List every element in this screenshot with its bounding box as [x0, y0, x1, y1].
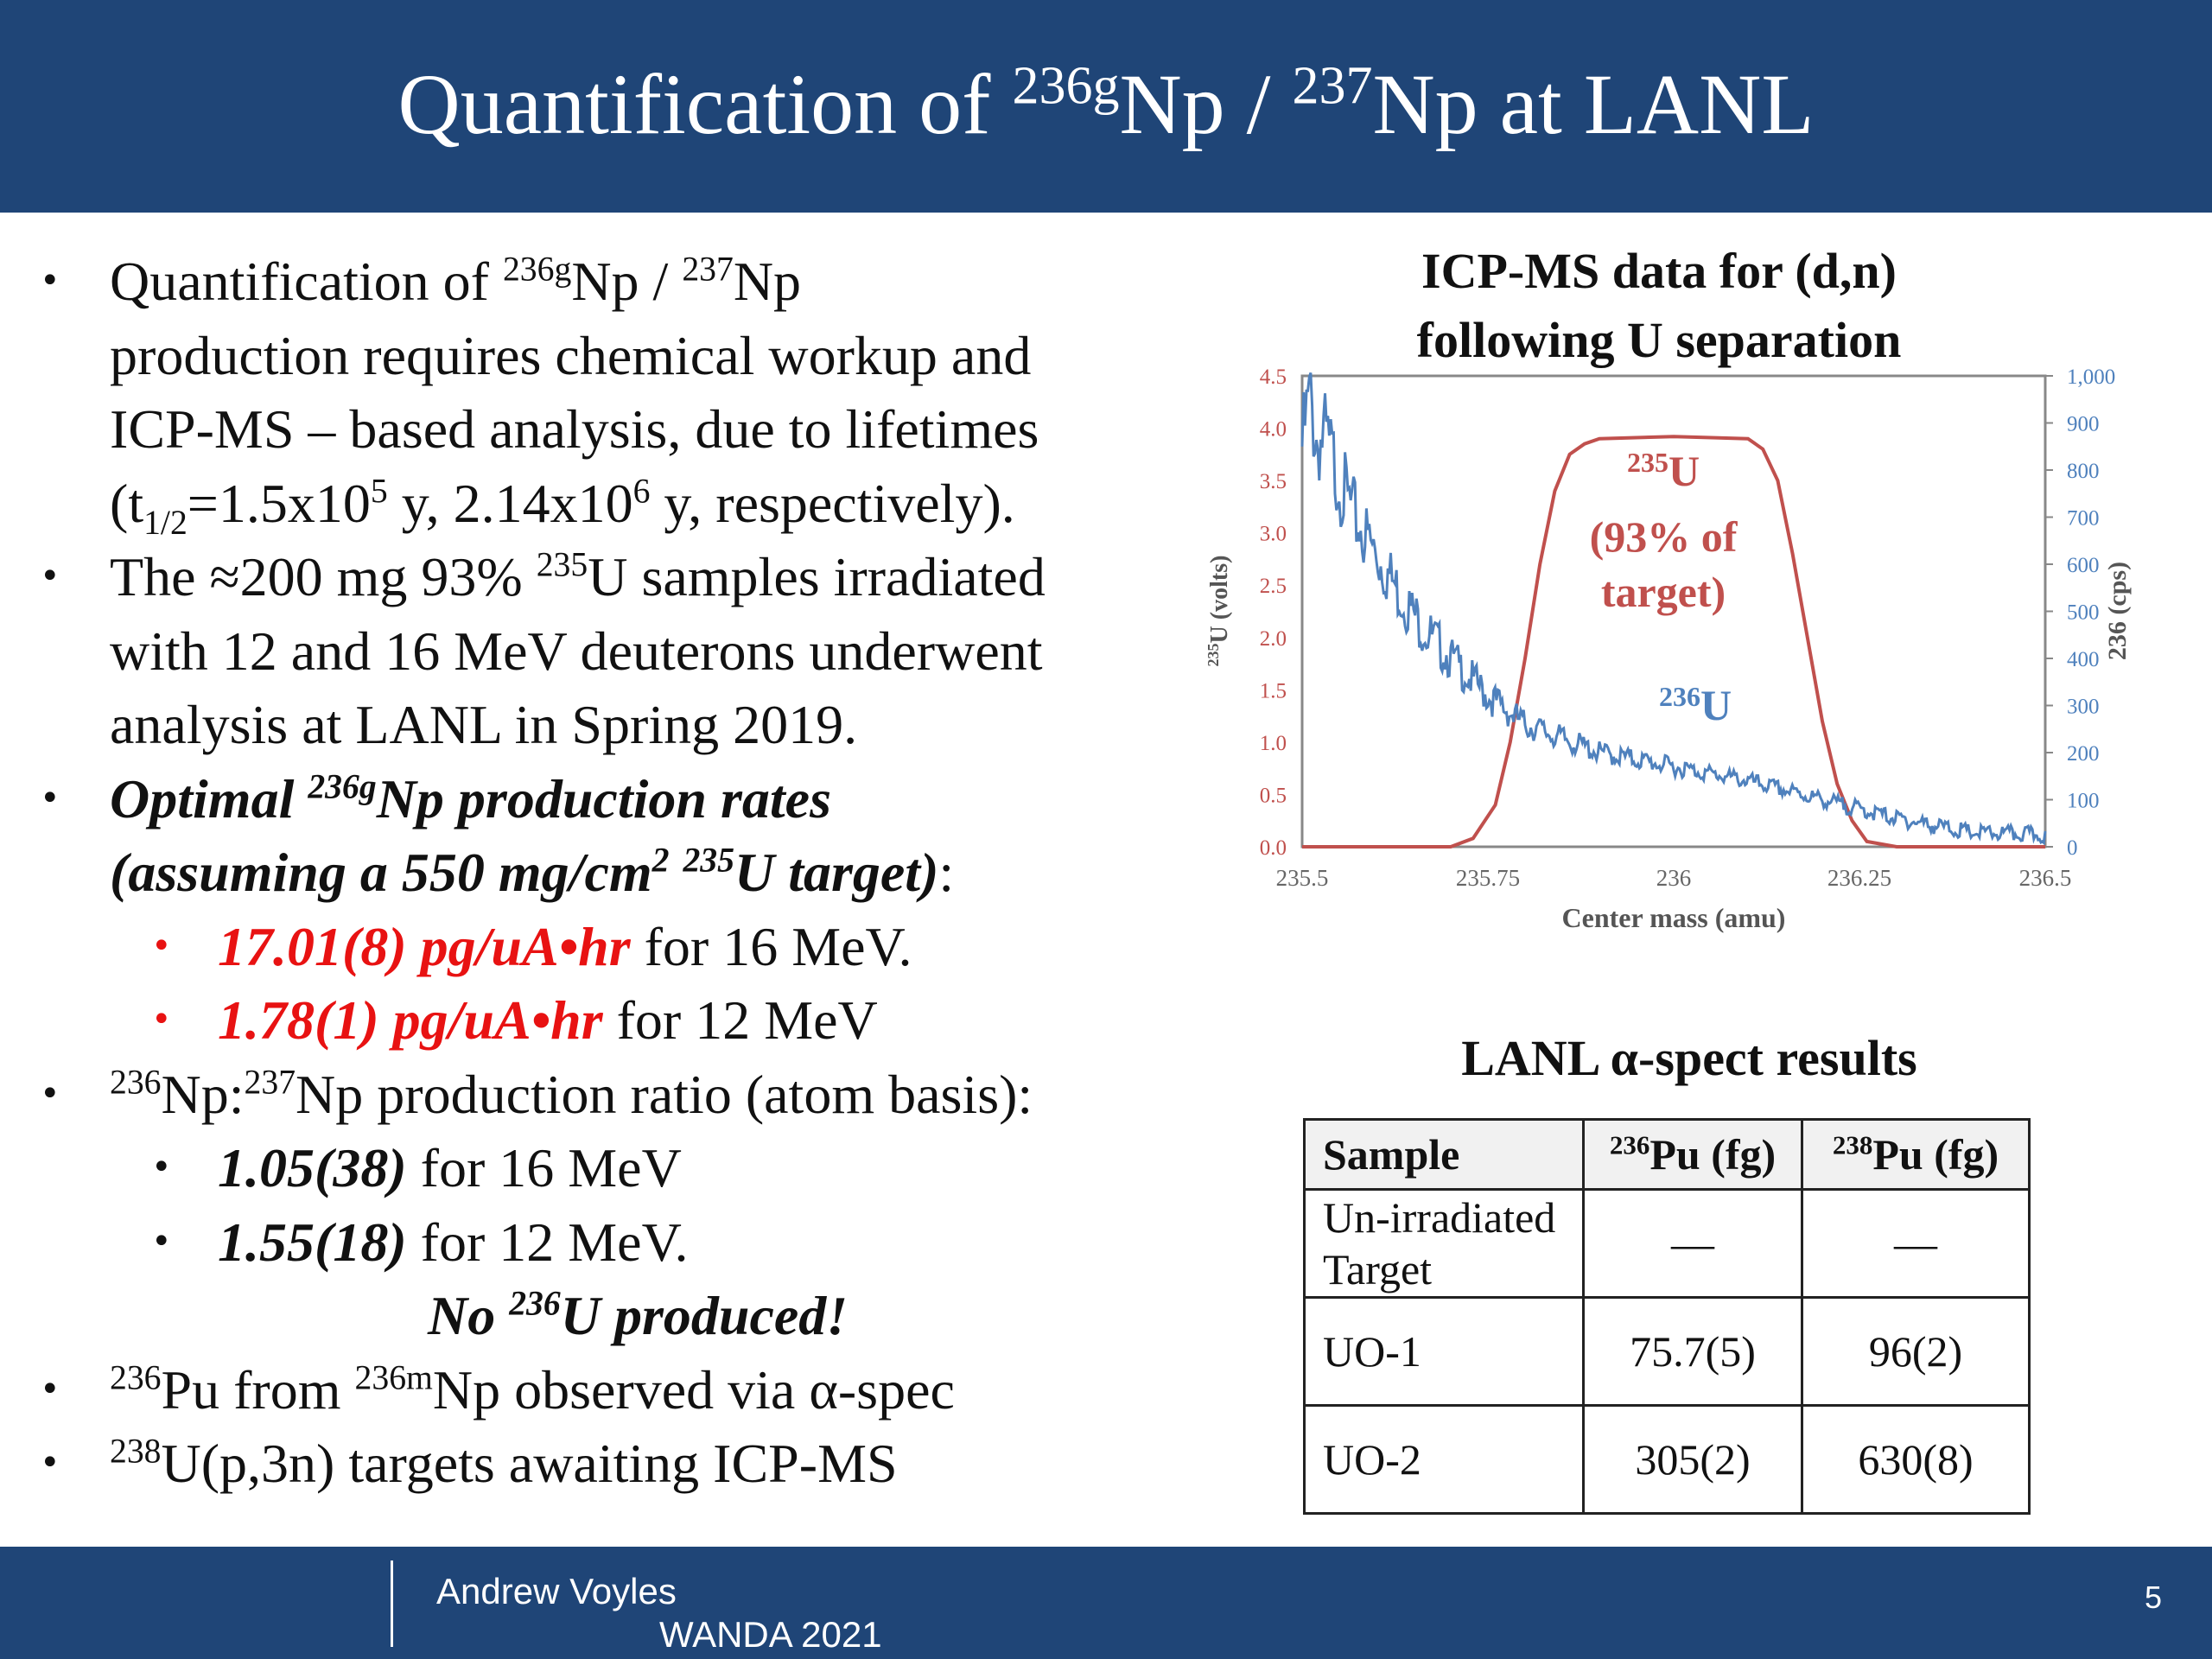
- footer-bar: [0, 1547, 2212, 1659]
- y-left-tick-label: 0.0: [1260, 836, 1287, 860]
- table-row: UO-1 75.7(5) 96(2): [1303, 1296, 2031, 1407]
- bullet-dot-icon: •: [40, 778, 60, 818]
- y-left-tick-label: 3.5: [1260, 470, 1287, 493]
- cell-sample: UO-2: [1303, 1404, 1585, 1515]
- footer-conference: WANDA 2021: [659, 1614, 882, 1655]
- slide-title: Quantification of 236gNp / 237Np at LANL: [397, 56, 1815, 152]
- sub-bullet-item: • 17.01(8) pg/uA•hr for 16 MeV.: [35, 910, 1175, 984]
- y-left-tick-label: 3.0: [1260, 523, 1287, 546]
- bullet-item: • 236Pu from 236mNp observed via α-spec: [35, 1353, 1175, 1427]
- y-right-tick-label: 300: [2067, 696, 2100, 719]
- bullet-text: analysis at LANL in Spring 2019.: [110, 694, 858, 755]
- y-left-tick-label: 1.5: [1260, 679, 1287, 702]
- cell-pu238: —: [1801, 1188, 2031, 1299]
- bullet-dot-icon: •: [151, 1221, 172, 1262]
- header-pu238: 238Pu (fg): [1801, 1118, 2031, 1191]
- cell-pu236: 305(2): [1582, 1404, 1803, 1515]
- y-left-tick-label: 0.5: [1260, 784, 1287, 807]
- y-axis-left-label: 235U (volts): [1205, 556, 1233, 667]
- y-right-tick-label: 200: [2067, 742, 2100, 766]
- y-axis-right-label: 236 (cps): [2103, 562, 2132, 660]
- header-sample: Sample: [1303, 1118, 1585, 1191]
- highlight-note: No 236U produced!: [428, 1284, 849, 1346]
- x-tick-label: 236.5: [2019, 865, 2072, 891]
- bullet-text: production requires chemical workup and: [110, 324, 1032, 386]
- bullet-dot-icon: •: [40, 1443, 60, 1483]
- title-bar: [0, 0, 2212, 213]
- table-title: LANL α-spect results: [1461, 1030, 1917, 1086]
- y-left-tick-label: 2.5: [1260, 575, 1287, 598]
- sub-bullet-item: • 1.05(38) for 16 MeV: [35, 1131, 1175, 1205]
- cell-pu238: 630(8): [1801, 1404, 2031, 1515]
- bullet-dot-icon: •: [151, 925, 172, 966]
- footer-author: Andrew Voyles: [436, 1571, 677, 1611]
- bullet-item: • Optimal 236gNp production rates: [35, 762, 1175, 836]
- bullet-item: • 238U(p,3n) targets awaiting ICP-MS: [35, 1427, 1175, 1501]
- y-right-tick-label: 0: [2067, 836, 2078, 860]
- series-line-236u: [1300, 372, 2047, 846]
- y-right-tick-label: 100: [2067, 790, 2100, 813]
- sub-bullet-item: • 1.55(18) for 12 MeV.: [35, 1205, 1175, 1280]
- y-right-tick-label: 600: [2067, 554, 2100, 577]
- svg-text:target): target): [1601, 568, 1726, 616]
- series-line-235u: [1302, 435, 2045, 849]
- table-header-row: Sample 236Pu (fg) 238Pu (fg): [1303, 1118, 2031, 1191]
- table-row: UO-2 305(2) 630(8): [1303, 1404, 2031, 1515]
- annotation-235u: 235U (93% of target): [1590, 447, 1738, 616]
- y-left-tick-label: 2.0: [1260, 627, 1287, 651]
- x-tick-label: 236: [1656, 865, 1692, 891]
- icp-ms-chart: 235.5 235.75 236 236.25 236.5 0.0 0.5 1.0 1.5 2.…: [1205, 365, 2132, 933]
- bullet-dot-icon: •: [151, 1147, 172, 1187]
- bullet-item: • The ≈200 mg 93% 235U samples irradiate…: [35, 540, 1175, 614]
- y-left-tick-label: 4.0: [1260, 418, 1287, 442]
- header-pu236: 236Pu (fg): [1582, 1118, 1803, 1191]
- footer-divider: [391, 1560, 393, 1647]
- bullet-text: with 12 and 16 MeV deuterons underwent: [110, 620, 1043, 682]
- chart-title: ICP-MS data for (d,n) following U separa…: [1416, 243, 1902, 368]
- bullet-dot-icon: •: [40, 1369, 60, 1409]
- y-right-tick-label: 500: [2067, 601, 2100, 625]
- bullet-dot-icon: •: [40, 1073, 60, 1114]
- y-right-tick-label: 900: [2067, 413, 2100, 436]
- cell-pu236: —: [1582, 1188, 1803, 1299]
- cell-sample: UO-1: [1303, 1296, 1585, 1407]
- y-left-tick-label: 1.0: [1260, 732, 1287, 755]
- svg-text:235U: 235U: [1627, 447, 1700, 495]
- bullet-dot-icon: •: [40, 261, 60, 301]
- page-number: 5: [2145, 1580, 2163, 1615]
- y-right-tick-label: 400: [2067, 648, 2100, 671]
- table-row: Un-irradiated Target — —: [1303, 1188, 2031, 1299]
- sub-bullet-item: • 1.78(1) pg/uA•hr for 12 MeV: [35, 983, 1175, 1058]
- bullet-list: • Quantification of 236gNp / 237Np produ…: [35, 245, 1175, 1501]
- bullet-dot-icon: •: [40, 556, 60, 596]
- bullet-dot-icon: •: [151, 1000, 172, 1039]
- cell-sample: Un-irradiated Target: [1303, 1188, 1585, 1299]
- cell-pu236: 75.7(5): [1582, 1296, 1803, 1407]
- bullet-item: • 236Np:237Np production ratio (atom bas…: [35, 1058, 1175, 1132]
- y-right-tick-label: 800: [2067, 460, 2100, 483]
- bullet-text: (t1/2=1.5x105 y, 2.14x106 y, respectivel…: [110, 472, 1015, 542]
- alpha-spect-results-table: Sample 236Pu (fg) 238Pu (fg) Un-irradiat…: [1303, 1118, 2031, 1515]
- y-right-tick-label: 1,000: [2067, 365, 2115, 389]
- y-left-tick-label: 4.5: [1260, 365, 1287, 389]
- x-tick-label: 236.25: [1827, 865, 1891, 891]
- x-axis-label: Center mass (amu): [1562, 902, 1786, 933]
- bullet-item: • Quantification of 236gNp / 237Np: [35, 245, 1175, 319]
- y-right-tick-label: 700: [2067, 507, 2100, 531]
- x-tick-label: 235.75: [1456, 865, 1520, 891]
- svg-text:(93% of: (93% of: [1590, 512, 1738, 561]
- annotation-236u: 236U: [1659, 681, 1732, 729]
- bullet-text: (assuming a 550 mg/cm2 235U target):: [110, 841, 955, 903]
- cell-pu238: 96(2): [1801, 1296, 2031, 1407]
- x-tick-label: 235.5: [1276, 865, 1329, 891]
- bullet-text: ICP-MS – based analysis, due to lifetime…: [110, 398, 1039, 460]
